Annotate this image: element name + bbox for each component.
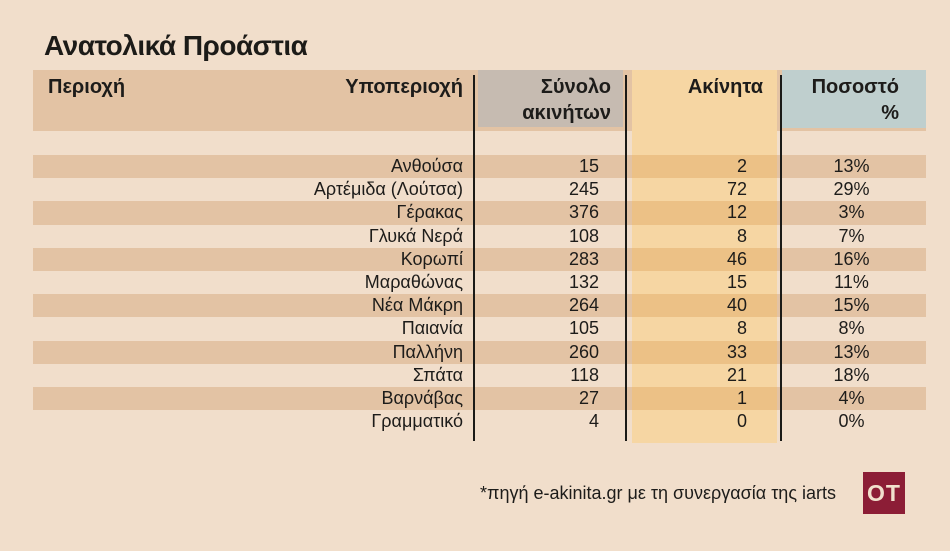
subregion-cell: Παιανία (401, 318, 463, 339)
total-cell: 264 (472, 294, 632, 318)
column-header-percent: Ποσοστό % (811, 76, 899, 124)
percent-cell: 15% (777, 294, 926, 318)
percent-cell: 13% (777, 155, 926, 179)
total-cell: 260 (472, 340, 632, 364)
subregion-cell: Γέρακας (33, 201, 472, 225)
source-note: *πηγή e-akinita.gr με τη συνεργασία της … (480, 483, 836, 503)
column-header-total: Σύνολο ακινήτων (522, 76, 611, 124)
percent-cell: 3% (777, 201, 926, 225)
akinita-cell: 33 (632, 340, 777, 364)
table-row: Μαραθώνας 132 15 11% (33, 271, 926, 294)
percent-cell: 13% (777, 340, 926, 364)
percent-cell: 29% (833, 179, 870, 200)
total-cell: 27 (472, 386, 632, 411)
table-row: Βαρνάβας 27 1 4% (33, 386, 926, 411)
total-cell: 15 (472, 155, 632, 179)
akinita-cell: 1 (632, 386, 777, 411)
subregion-cell: Ανθούσα (33, 155, 472, 179)
subregion-cell: Παλλήνη (33, 340, 472, 364)
percent-cell: 16% (777, 247, 926, 271)
total-header-cell (478, 70, 623, 127)
akinita-cell: 8 (736, 225, 747, 246)
page-title: Ανατολικά Προάστια (44, 30, 308, 61)
total-cell: 118 (570, 364, 599, 385)
table-row: Παιανία 105 8 8% (33, 317, 926, 340)
percent-cell: 4% (777, 386, 926, 411)
table-row: Ανθούσα 15 2 13% (33, 155, 926, 179)
subregion-cell: Μαραθώνας (364, 272, 463, 293)
akinita-cell: 2 (632, 155, 777, 179)
table-row: Γραμματικό 4 0 0% (33, 410, 926, 433)
table-row: Γλυκά Νερά 108 8 7% (33, 225, 926, 248)
ot-logo: OT (863, 472, 905, 514)
table-row: Παλλήνη 260 33 13% (33, 340, 926, 364)
subregion-cell: Σπάτα (412, 364, 463, 385)
subregion-cell: Κορωπί (33, 247, 472, 271)
column-divider-1 (473, 75, 475, 441)
table-rows: Ανθούσα 15 2 13% Αρτέμιδα (Λούτσα) 245 7… (33, 155, 926, 433)
total-cell: 283 (472, 247, 632, 271)
table-row: Σπάτα 118 21 18% (33, 364, 926, 387)
total-cell: 376 (472, 201, 632, 225)
total-cell: 105 (568, 318, 599, 339)
table-row: Γέρακας 376 12 3% (33, 201, 926, 225)
percent-cell: 11% (834, 272, 869, 293)
akinita-cell: 0 (736, 411, 747, 432)
akinita-cell: 8 (736, 318, 747, 339)
total-cell: 132 (568, 272, 599, 293)
akinita-cell: 15 (726, 272, 747, 293)
percent-header-cell (782, 70, 926, 128)
subregion-cell: Αρτέμιδα (Λούτσα) (313, 179, 463, 200)
subregion-cell: Νέα Μάκρη (33, 294, 472, 318)
akinita-cell: 46 (632, 247, 777, 271)
column-divider-3 (780, 75, 782, 441)
total-cell: 108 (568, 225, 599, 246)
akinita-cell: 40 (632, 294, 777, 318)
percent-cell: 18% (833, 364, 870, 385)
column-header-subregion: Υποπεριοχή (345, 76, 463, 98)
subregion-cell: Γραμματικό (371, 411, 463, 432)
akinita-cell: 12 (632, 201, 777, 225)
table-row: Νέα Μάκρη 264 40 15% (33, 294, 926, 318)
ot-logo-text: OT (867, 479, 901, 506)
table-row: Κορωπί 283 46 16% (33, 247, 926, 271)
total-cell: 4 (588, 411, 599, 432)
percent-cell: 7% (838, 225, 865, 246)
column-header-akinita: Ακίνητα (687, 76, 763, 98)
percent-cell: 0% (838, 411, 865, 432)
column-divider-2 (625, 75, 627, 441)
percent-cell: 8% (838, 318, 865, 339)
subregion-cell: Βαρνάβας (33, 386, 472, 411)
column-header-region: Περιοχή (48, 76, 126, 98)
table-row: Αρτέμιδα (Λούτσα) 245 72 29% (33, 178, 926, 201)
total-cell: 245 (568, 179, 599, 200)
akinita-cell: 21 (726, 364, 747, 385)
subregion-cell: Γλυκά Νερά (368, 225, 463, 246)
akinita-cell: 72 (726, 179, 747, 200)
